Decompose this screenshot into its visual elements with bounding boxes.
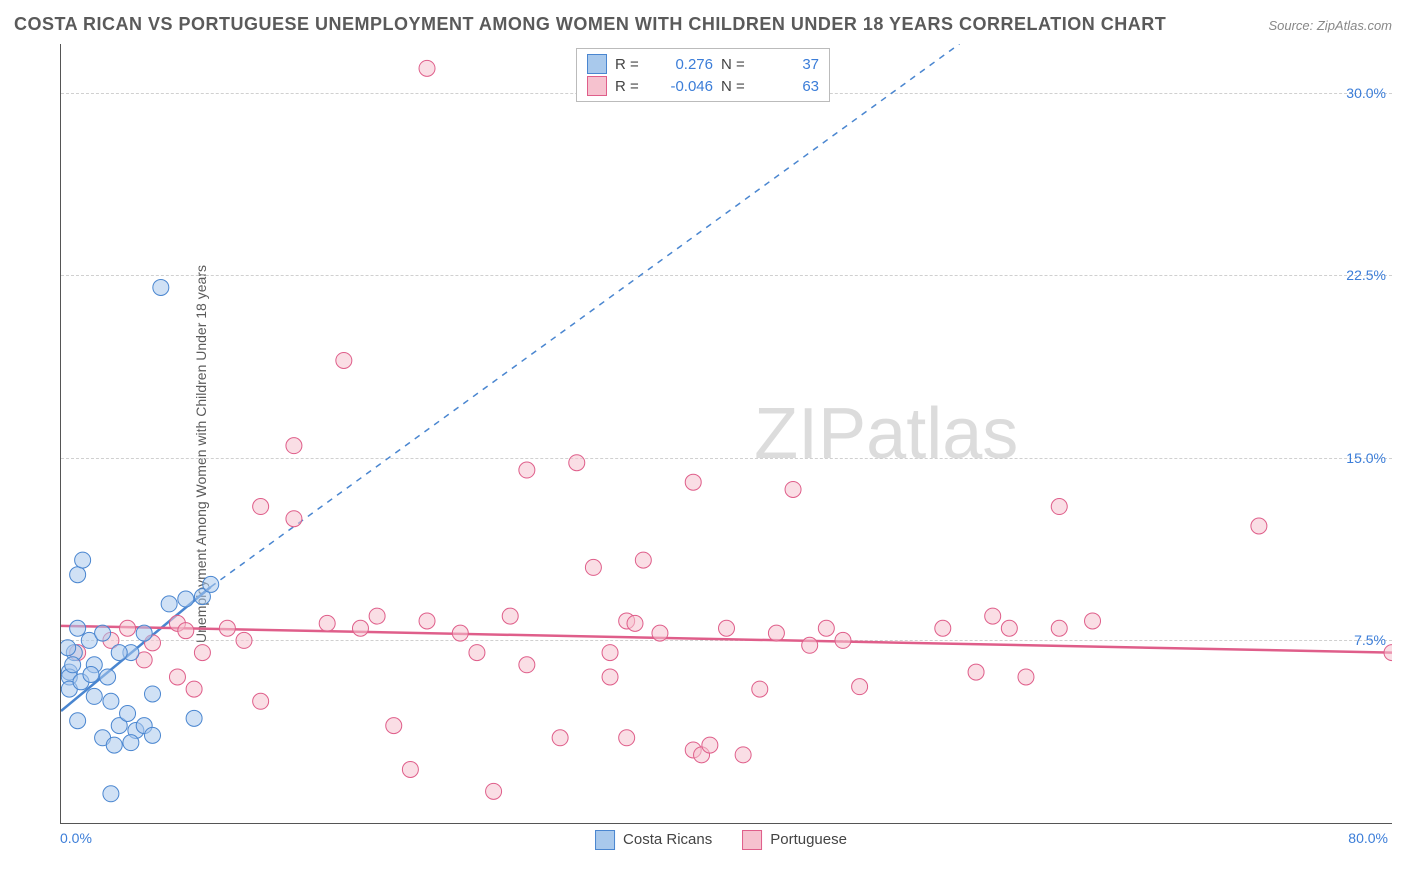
chart-title: COSTA RICAN VS PORTUGUESE UNEMPLOYMENT A…: [14, 14, 1166, 35]
plot-area: ZIPatlas 7.5%15.0%22.5%30.0%: [60, 44, 1392, 824]
correlation-legend: R = 0.276 N = 37 R = -0.046 N = 63: [576, 48, 830, 102]
legend-label-costa-ricans: Costa Ricans: [623, 831, 712, 848]
x-tick-min: 0.0%: [60, 830, 92, 846]
r-value: 0.276: [657, 56, 713, 73]
legend-item-portuguese: Portuguese: [742, 830, 847, 850]
legend-row-series-0: R = 0.276 N = 37: [587, 53, 819, 75]
legend-label-portuguese: Portuguese: [770, 831, 847, 848]
swatch-portuguese: [742, 830, 762, 850]
n-label: N =: [721, 78, 755, 95]
chart-container: Unemployment Among Women with Children U…: [50, 44, 1392, 864]
n-label: N =: [721, 56, 755, 73]
x-tick-max: 80.0%: [1348, 830, 1388, 846]
swatch-icon: [587, 54, 607, 74]
legend-row-series-1: R = -0.046 N = 63: [587, 75, 819, 97]
chart-svg: [61, 44, 1392, 823]
r-label: R =: [615, 56, 649, 73]
n-value: 63: [763, 78, 819, 95]
swatch-icon: [587, 76, 607, 96]
swatch-costa-ricans: [595, 830, 615, 850]
legend-item-costa-ricans: Costa Ricans: [595, 830, 712, 850]
r-value: -0.046: [657, 78, 713, 95]
r-label: R =: [615, 78, 649, 95]
n-value: 37: [763, 56, 819, 73]
x-axis-legend: Costa Ricans Portuguese: [595, 830, 847, 850]
source-label: Source: ZipAtlas.com: [1268, 18, 1392, 33]
